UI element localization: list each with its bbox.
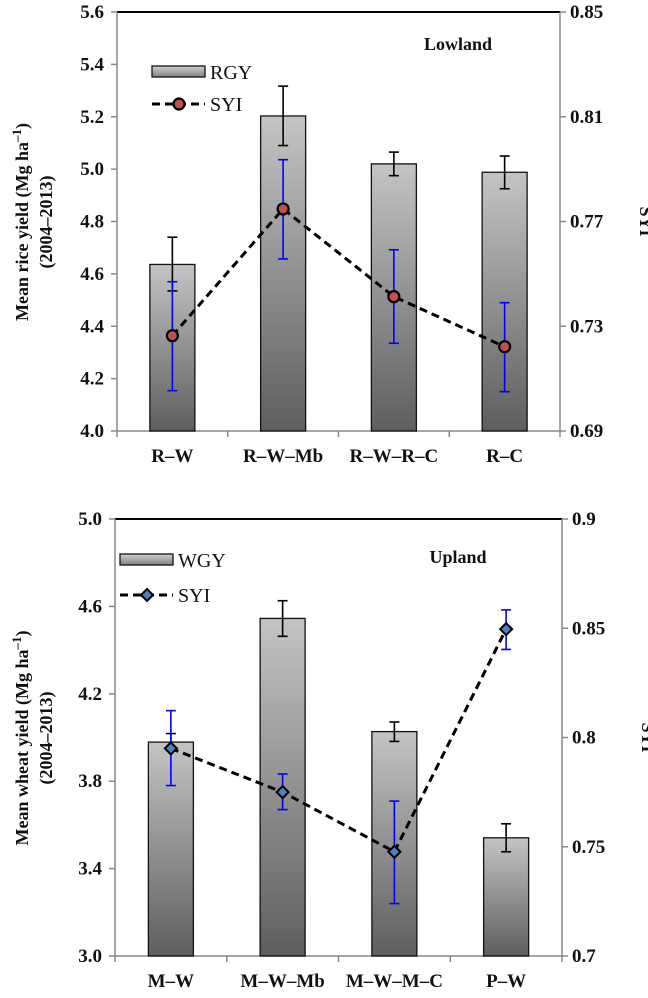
x-tick-label: R–W–Mb bbox=[243, 446, 323, 467]
y-tick-label: 5.4 bbox=[80, 54, 104, 75]
y2-tick-label: 0.85 bbox=[572, 618, 605, 639]
y-axis-label-paren: ) bbox=[12, 631, 33, 637]
y-axis-label-superscript: –1 bbox=[9, 637, 24, 651]
y2-tick-label: 0.75 bbox=[572, 837, 605, 858]
y-tick-label: 4.2 bbox=[80, 369, 104, 390]
legend-label-line: SYI bbox=[178, 585, 210, 607]
y-tick-label: 5.0 bbox=[78, 509, 102, 530]
y-tick-label: 3.0 bbox=[78, 946, 102, 967]
legend-label-line: SYI bbox=[210, 94, 242, 116]
y-axis-label-paren: ) bbox=[12, 123, 33, 129]
y2-tick-label: 0.69 bbox=[570, 421, 603, 442]
y2-tick-label: 0.81 bbox=[570, 107, 603, 128]
y-tick-label: 4.6 bbox=[78, 596, 102, 617]
lowland-chart: 4.0 4.2 4.4 4.6 4.8 5.0 5.2 5.4 5.6 0.69 0.73 0.77 0… bbox=[9, 2, 648, 467]
syi-point bbox=[498, 621, 514, 637]
y-axis-label-line1: Mean wheat yield (Mg ha bbox=[12, 650, 33, 846]
y2-tick-label: 0.7 bbox=[572, 946, 596, 967]
syi-point bbox=[275, 784, 291, 800]
x-tick-label: M–W bbox=[148, 971, 194, 992]
y-tick-label: 5.6 bbox=[80, 2, 104, 23]
panel-annotation: Upland bbox=[429, 547, 486, 567]
syi-point bbox=[498, 340, 512, 354]
upland-chart: 3.0 3.4 3.8 4.2 4.6 5.0 0.7 0.75 0.8 0.85 0.9 M–W M–… bbox=[9, 509, 648, 992]
y-tick-label: 3.8 bbox=[78, 771, 102, 792]
y-tick-label: 3.4 bbox=[78, 859, 102, 880]
y2-tick-label: 0.73 bbox=[570, 316, 603, 337]
y-tick-label: 4.8 bbox=[80, 212, 104, 233]
legend-marker bbox=[139, 587, 155, 603]
y-axis-label-line1: Mean rice yield (Mg ha bbox=[12, 142, 33, 321]
y-tick-label: 5.2 bbox=[80, 107, 104, 128]
y-axis-label-period: (2004–2013) bbox=[36, 176, 57, 269]
x-tick-label: R–W–R–C bbox=[350, 446, 439, 467]
y-axis-label: Mean wheat yield (Mg ha–1) bbox=[9, 631, 33, 846]
y2-axis-label: SYI bbox=[638, 722, 648, 752]
y2-axis-label: SYI bbox=[636, 206, 648, 236]
y-tick-label: 4.6 bbox=[80, 264, 104, 285]
y-axis-label: Mean rice yield (Mg ha–1) bbox=[9, 123, 33, 321]
legend-label-bar: RGY bbox=[210, 62, 252, 84]
y2-tick-label: 0.9 bbox=[572, 509, 596, 530]
y2-tick-label: 0.8 bbox=[572, 728, 596, 749]
legend-swatch-bar bbox=[151, 65, 206, 78]
y-tick-label: 4.4 bbox=[80, 316, 104, 337]
y2-tick-label: 0.85 bbox=[570, 2, 603, 23]
syi-point bbox=[163, 741, 179, 756]
y-tick-label: 4.0 bbox=[80, 421, 104, 442]
syi-point bbox=[386, 844, 402, 860]
x-tick-label: R–W bbox=[151, 446, 193, 467]
y-tick-label: 4.2 bbox=[78, 684, 102, 705]
x-tick-label: M–W–M–C bbox=[346, 971, 443, 992]
syi-point bbox=[276, 202, 290, 216]
legend-marker bbox=[172, 97, 186, 111]
y2-tick-label: 0.77 bbox=[570, 212, 604, 233]
syi-point bbox=[387, 290, 401, 304]
y-axis-label-superscript: –1 bbox=[9, 129, 24, 143]
syi-line bbox=[170, 628, 508, 854]
x-tick-label: M–W–Mb bbox=[240, 971, 324, 992]
y-axis-label-period: (2004–2013) bbox=[36, 692, 57, 785]
syi-point bbox=[165, 329, 179, 343]
x-tick-label: P–W bbox=[486, 971, 526, 992]
x-tick-label: R–C bbox=[486, 446, 523, 467]
legend-label-bar: WGY bbox=[178, 550, 226, 572]
bar-wgy bbox=[482, 837, 530, 957]
syi-line bbox=[171, 206, 506, 349]
y-tick-label: 5.0 bbox=[80, 159, 104, 180]
legend-swatch-bar bbox=[119, 553, 174, 566]
panel-annotation: Lowland bbox=[424, 34, 492, 54]
